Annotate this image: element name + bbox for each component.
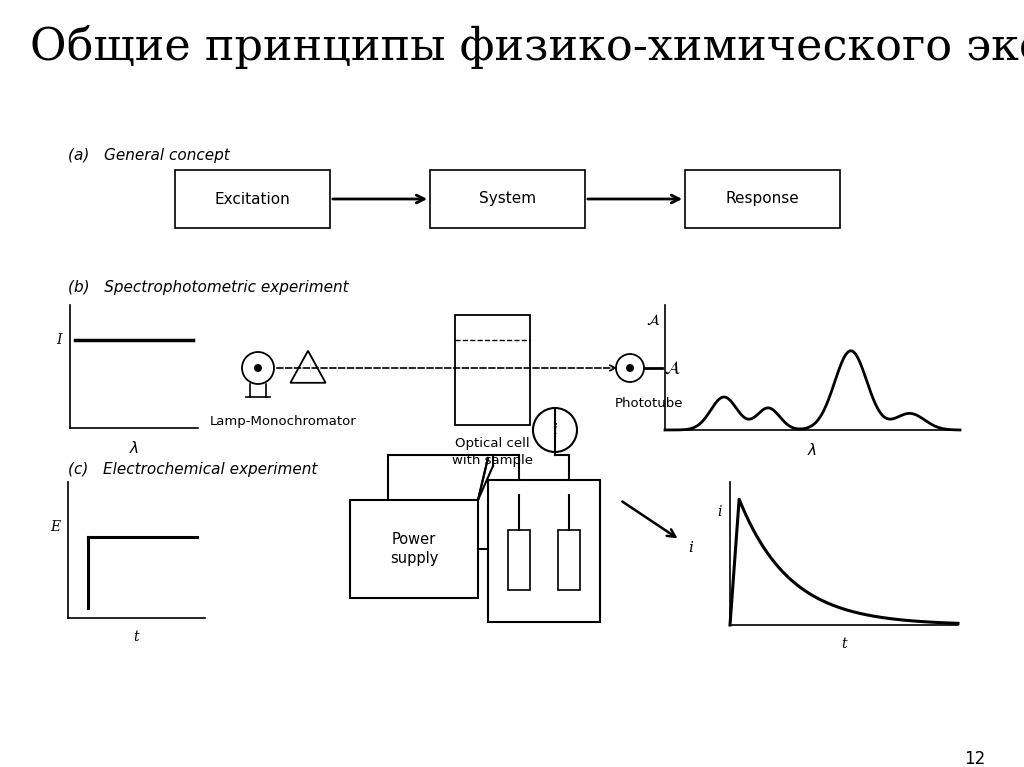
Bar [430, 170, 585, 228]
Text: (c)   Electrochemical experiment: (c) Electrochemical experiment [68, 462, 317, 477]
Text: Phototube: Phototube [615, 397, 683, 410]
Text: i: i [718, 505, 722, 519]
Text: Lamp-Monochromator: Lamp-Monochromator [210, 415, 356, 428]
Text: i: i [688, 541, 693, 555]
Circle shape [254, 364, 262, 372]
Text: I: I [56, 333, 62, 347]
Bar [455, 315, 530, 425]
Text: Response: Response [726, 192, 800, 206]
Bar [350, 500, 478, 598]
Text: 12: 12 [964, 750, 985, 767]
Bar [508, 530, 530, 590]
Bar [488, 480, 600, 622]
Text: (b)   Spectrophotometric experiment: (b) Spectrophotometric experiment [68, 280, 348, 295]
Text: Общие принципы физико-химического эксперимента: Общие принципы физико-химического экспер… [30, 25, 1024, 69]
Text: Optical cell
with sample: Optical cell with sample [452, 437, 534, 467]
Text: t: t [134, 630, 139, 644]
Text: System: System [479, 192, 536, 206]
Bar [685, 170, 840, 228]
Text: E: E [50, 520, 60, 534]
Bar [175, 170, 330, 228]
Text: $\mathcal{A}$: $\mathcal{A}$ [645, 312, 660, 328]
Text: Power
supply: Power supply [390, 532, 438, 566]
Bar [558, 530, 580, 590]
Text: i: i [553, 423, 557, 437]
Text: $\mathcal{A}$: $\mathcal{A}$ [664, 359, 681, 377]
Text: $\lambda$: $\lambda$ [129, 440, 139, 456]
Text: t: t [841, 637, 847, 651]
Text: Excitation: Excitation [215, 192, 291, 206]
Text: $\lambda$: $\lambda$ [808, 442, 817, 458]
Circle shape [626, 364, 634, 372]
Text: (a)   General concept: (a) General concept [68, 148, 229, 163]
